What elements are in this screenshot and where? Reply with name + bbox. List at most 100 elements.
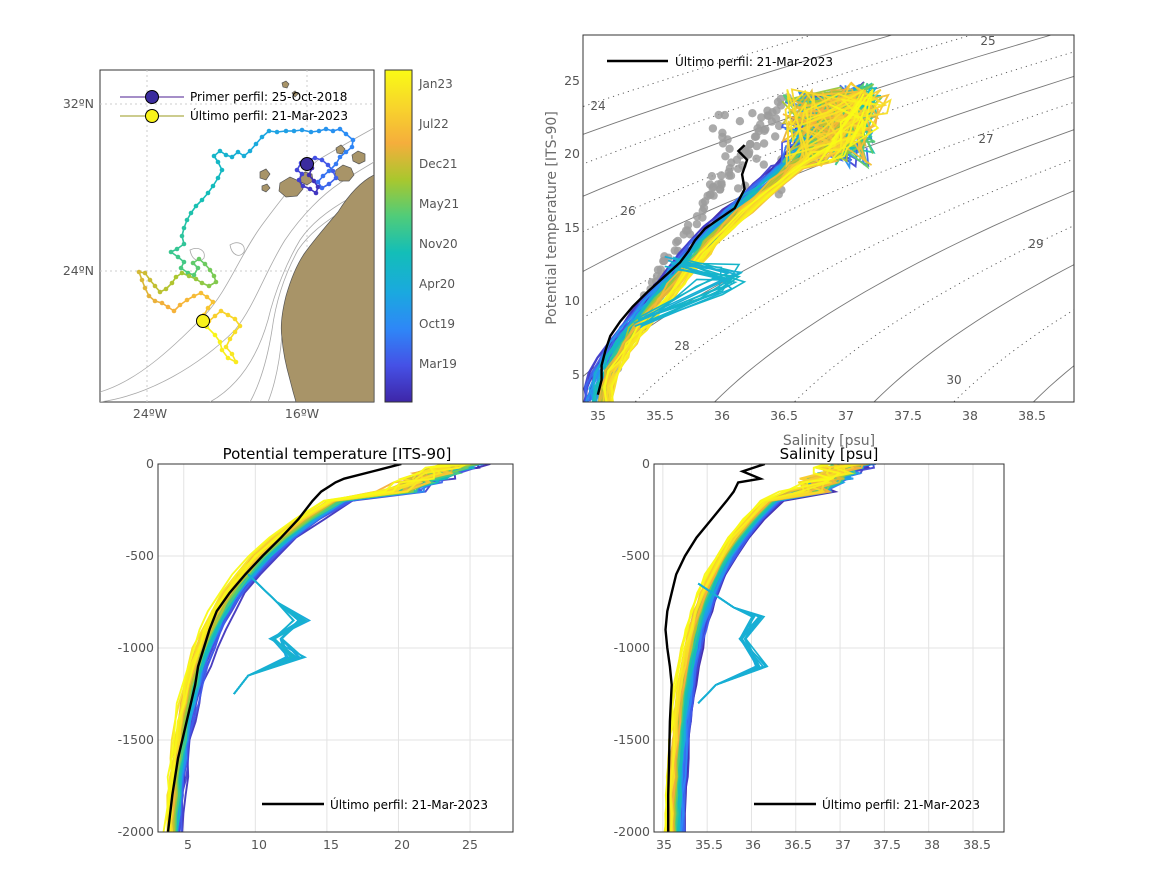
track-point [330,168,336,174]
salinity-x-ticks: 35 35.5 36 36.5 37 37.5 38 38.5 [656,837,991,852]
track-point [173,274,179,280]
ts-gray-point [752,141,761,151]
temperature-title: Potential temperature [ITS-90] [223,445,452,463]
track-point [259,134,265,140]
legend-marker-last [145,109,159,123]
track-point [179,270,185,276]
ts-gray-point [707,172,717,181]
salinity-y-tick: -1000 [614,640,650,655]
ts-x-tick: 35 [590,408,606,423]
track-point [225,355,231,361]
map-y-tick: 24ºN [63,263,94,278]
track-point [171,308,177,314]
track-point [343,149,349,155]
track-point [343,131,349,137]
track-point [316,128,322,134]
track-point [307,186,313,192]
track-point [315,179,321,185]
track-point [308,129,314,135]
density-isoline [583,51,1074,233]
ts-gray-point [759,139,769,148]
track-point [179,233,185,239]
track-point [349,144,355,150]
track-point [218,308,224,314]
track-point [320,173,326,179]
salinity-x-tick: 36.5 [784,837,812,852]
ts-gray-point [709,182,718,192]
temperature-legend: Último perfil: 21-Mar-2023 [262,797,488,812]
temperature-profile-lines [162,464,491,832]
salinity-title: Salinity [psu] [780,445,879,463]
ts-gray-point [757,113,766,122]
ts-y-tick: 20 [564,146,580,161]
density-label: 27 [978,132,993,146]
track-point [186,273,192,279]
track-point [253,141,259,147]
ts-y-ticks: 5 10 15 20 25 [564,73,580,382]
density-isoline [1099,6,1167,417]
ts-gray-point [717,171,726,180]
track-point [152,283,158,289]
track-point [315,184,321,190]
track-point [175,254,181,260]
track-point [225,312,231,318]
track-point [181,259,187,265]
temperature-y-tick: -1000 [118,640,154,655]
colorbar-label: Jul22 [418,117,449,131]
salinity-legend: Último perfil: 21-Mar-2023 [754,797,980,812]
track-point [147,277,153,283]
ts-x-tick: 38.5 [1018,408,1046,423]
legend-label-first: Primer perfil: 25-Oct-2018 [190,90,347,104]
colorbar-bar [384,69,413,403]
track-point [142,270,148,276]
salinity-y-tick: -1500 [614,732,650,747]
temperature-profile-panel: Potential temperature [ITS-90] 5 10 15 2… [118,445,514,852]
track-point [202,261,208,267]
ts-gray-point [759,160,768,169]
ts-y-tick: 10 [564,293,580,308]
density-isoline [583,35,894,135]
density-isoline [583,35,814,108]
track-point [193,276,199,282]
track-point [299,171,305,177]
profile-line [166,464,470,832]
track-point [191,293,197,299]
track-point [229,154,235,160]
ts-x-label: Salinity [psu] [783,433,875,449]
track-point [333,161,339,167]
temperature-legend-label: Último perfil: 21-Mar-2023 [330,797,488,812]
salinity-profile-lines [663,464,876,832]
track-point [215,175,221,181]
ts-profile-line [611,88,880,402]
ts-gray-point [725,144,734,153]
ts-y-tick: 25 [564,73,580,88]
track-point [217,339,223,345]
salinity-x-tick: 38.5 [963,837,991,852]
colorbar-label: May21 [419,197,459,211]
track-point [215,159,221,165]
track-point [198,290,204,296]
ts-profile-line [603,89,873,402]
track-point [229,351,235,357]
density-labels: 24 25 26 27 28 29 30 [590,34,1043,387]
ts-gray-point [714,110,723,120]
ts-gray-point [721,152,730,161]
track-point [146,293,152,299]
track-point [223,344,229,350]
salinity-x-tick: 38 [924,837,940,852]
ts-gray-point [733,184,743,193]
temperature-x-tick: 10 [251,837,267,852]
first-profile-marker [300,157,314,171]
temperature-y-tick: -500 [126,548,154,563]
track-point [266,128,272,134]
density-isoline [583,35,1053,197]
ts-gray-point [746,139,755,149]
salinity-x-tick: 35.5 [695,837,723,852]
intrusion-line [697,582,768,704]
density-label: 30 [946,373,961,387]
colorbar: Jan23 Jul22 Dec21 May21 Nov20 Apr20 Oct1… [384,69,459,403]
ts-gray-point [703,191,712,201]
ts-x-tick: 37 [838,408,854,423]
ts-gray-point [748,109,757,118]
